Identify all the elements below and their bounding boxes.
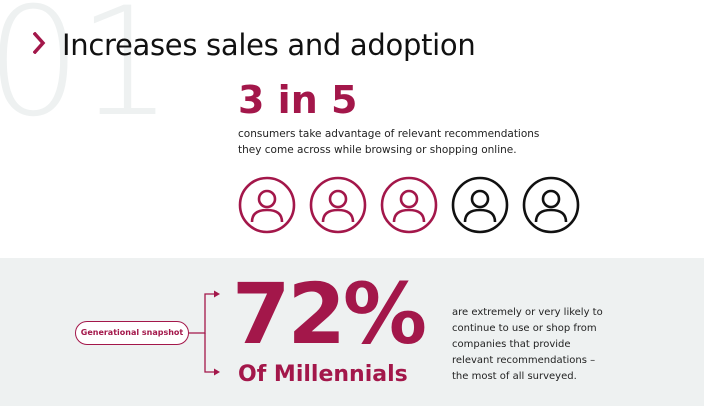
arrow-head-top — [214, 290, 220, 298]
person-icon-highlighted — [380, 176, 438, 234]
page-title: Increases sales and adoption — [62, 28, 476, 62]
generational-snapshot-pill: Generational snapshot — [75, 321, 189, 345]
person-icon-highlighted — [238, 176, 296, 234]
stat-headline: 3 in 5 — [238, 78, 358, 122]
stat-description-line: they come across while browsing or shopp… — [238, 144, 517, 156]
snapshot-description-line: are extremely or very likely to — [452, 307, 603, 318]
snapshot-description-line: the most of all surveyed. — [452, 371, 577, 382]
snapshot-description-line: relevant recommendations – — [452, 355, 596, 366]
person-icon-highlighted — [309, 176, 367, 234]
chevron-right-icon — [33, 32, 46, 54]
arrow-head-bottom — [214, 368, 220, 376]
background-number: 01 — [0, 0, 173, 150]
snapshot-description: are extremely or very likely to continue… — [452, 305, 682, 385]
snapshot-description-line: continue to use or shop from — [452, 323, 597, 334]
stat-description-line: consumers take advantage of relevant rec… — [238, 128, 540, 140]
millennials-label: Of Millennials — [238, 362, 408, 387]
snapshot-description-line: companies that provide — [452, 339, 571, 350]
stat-description: consumers take advantage of relevant rec… — [238, 126, 548, 158]
millennials-percentage: 72% — [232, 265, 427, 363]
person-icon — [451, 176, 509, 234]
person-icon — [522, 176, 580, 234]
